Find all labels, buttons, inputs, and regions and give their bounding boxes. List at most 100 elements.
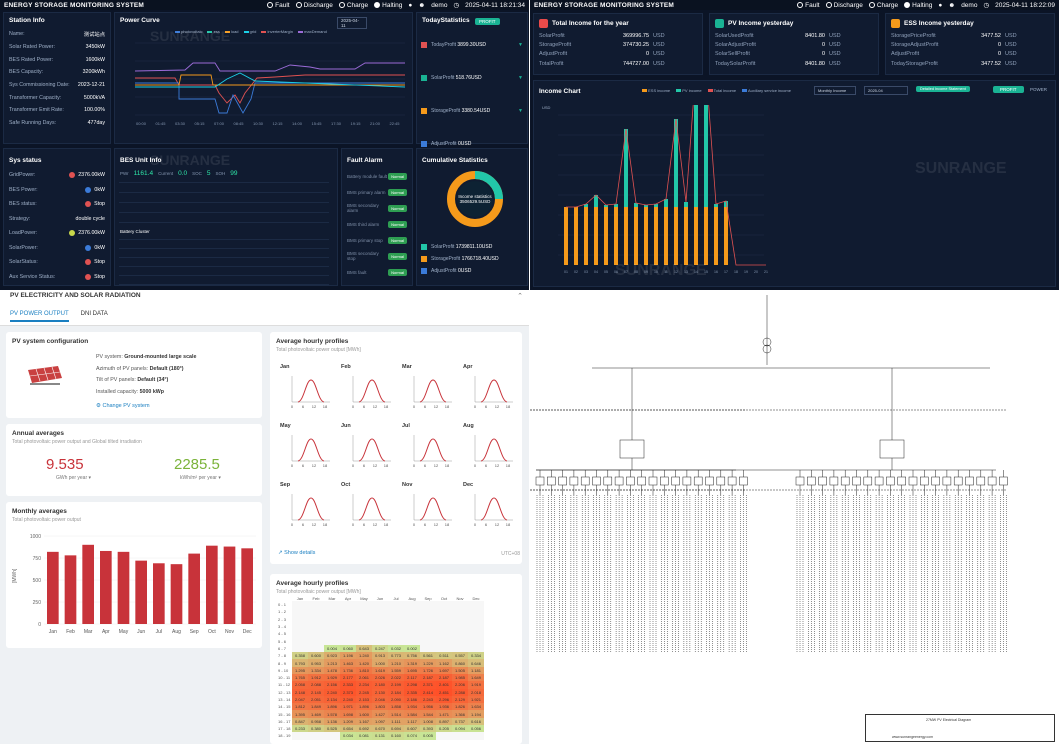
ess-bar — [574, 207, 578, 265]
panel-title: Fault Alarm — [347, 157, 383, 164]
hourly-profile-jun: Jun 0 6 12 18 — [341, 423, 391, 468]
svg-text:0: 0 — [474, 522, 477, 527]
power-button[interactable]: POWER — [1030, 87, 1048, 92]
svg-text:0: 0 — [352, 463, 355, 468]
status-discharge[interactable]: Discharge — [825, 2, 863, 9]
x-tick: 19 — [744, 270, 748, 274]
profit-button[interactable]: PROFIT — [993, 86, 1024, 93]
svg-text:6: 6 — [363, 404, 366, 409]
svg-text:18: 18 — [506, 463, 511, 468]
heatmap-row: 3 - 4 — [278, 622, 484, 631]
stat-icon — [421, 107, 427, 114]
legend-item[interactable]: PV income — [676, 88, 702, 93]
svg-text:12: 12 — [373, 522, 378, 527]
income-icon — [539, 19, 548, 28]
month-bar — [117, 551, 130, 624]
show-details-link[interactable]: ↗ Show details — [278, 550, 316, 556]
heatmap-row: 6 - 7 0.004 0.060 0.643 0.247 0.032 0.002 — [278, 644, 484, 653]
heatmap-row: 14 - 15 1.812 1.849 1.896 1.971 1.896 1.803 1.8… — [278, 703, 484, 711]
status-charge[interactable]: Charge — [338, 2, 368, 9]
legend-item[interactable]: Auxiliary service income — [742, 88, 791, 93]
income-type-select[interactable]: Monthly Income — [814, 86, 856, 95]
top-bar: ENERGY STORAGE MONITORING SYSTEM Fault D… — [530, 0, 1059, 10]
month-bar — [241, 548, 253, 624]
panel-title: BES Unit Info — [120, 157, 162, 164]
month-bar — [170, 564, 183, 624]
svg-text:6: 6 — [485, 404, 488, 409]
heatmap-row: 15 - 16 1.395 1.469 1.578 1.698 1.600 1.427 1.5… — [278, 710, 484, 718]
date-picker[interactable]: 2025-04-11 — [337, 17, 367, 29]
status-halting[interactable]: Halting — [374, 2, 402, 9]
status-halting[interactable]: Halting — [904, 2, 932, 9]
x-tick: 15:45 — [311, 121, 322, 126]
legend-item[interactable]: photovoltaic — [175, 29, 202, 34]
chart-legend: ESS income PV income Total income Auxili… — [642, 88, 791, 93]
month-picker[interactable]: 2025-04 — [864, 86, 908, 95]
x-tick: 01:45 — [155, 121, 166, 126]
series-line — [135, 74, 405, 86]
profit-button[interactable]: PROFIT — [475, 18, 500, 25]
month-bar — [135, 560, 147, 624]
collapse-icon[interactable]: ⌃ — [517, 293, 523, 300]
tab-dni-data[interactable]: DNI DATA — [80, 311, 108, 317]
fault-alarm-row: Battery module fault Normal — [342, 168, 412, 184]
sys-status-row: BES status: Stop — [9, 201, 105, 208]
ess-bar — [724, 207, 728, 265]
svg-text:12: 12 — [495, 463, 500, 468]
tab-pv-power-output[interactable]: PV POWER OUTPUT — [10, 311, 69, 322]
bell-icon[interactable]: ● — [938, 1, 943, 9]
status-fault[interactable]: Fault — [267, 2, 290, 9]
series-line — [134, 62, 405, 72]
x-tick: 03 — [584, 270, 588, 274]
station-info-row: Transformer Emit Rate: 100.00% — [9, 107, 105, 114]
pv-bar — [694, 105, 698, 207]
donut-center: Income statistics 3506529.5USD — [458, 194, 492, 204]
detailed-income-button[interactable]: Detailed Income Statement — [916, 86, 970, 92]
legend-item[interactable]: ESS income — [642, 88, 670, 93]
status-charge[interactable]: Charge — [868, 2, 898, 9]
electrical-diagram: 27MW PV Electrical Diagram www.sunrangee… — [530, 290, 1059, 744]
station-info-panel: Station Info Name: 测试站点 Solar Rated Power:… — [3, 12, 111, 144]
pv-income-card: PV Income yesterday SolarUsedProfit 8401.… — [709, 13, 879, 75]
svg-text:12: 12 — [495, 404, 500, 409]
x-tick: 21 — [764, 270, 768, 274]
change-pv-system-link[interactable]: ⚙ Change PV system — [96, 403, 150, 409]
x-tick: 10:30 — [253, 121, 264, 126]
user-icon[interactable]: ☻ — [418, 1, 426, 9]
bes-unit-panel: BES Unit Info PWr 1161.4 Current 0.0 SOC 5 … — [114, 148, 338, 286]
svg-text:6: 6 — [363, 522, 366, 527]
user-icon[interactable]: ☻ — [948, 1, 956, 9]
monitoring-dashboard-1: ENERGY STORAGE MONITORING SYSTEM Fault D… — [0, 0, 529, 290]
x-tick: 00:00 — [136, 121, 147, 126]
legend-item[interactable]: load — [224, 29, 239, 34]
legend-item[interactable]: Total income — [707, 88, 736, 93]
legend-item[interactable]: ess — [207, 29, 220, 34]
y-tick: 1000 — [30, 534, 41, 540]
svg-text:18: 18 — [323, 463, 328, 468]
x-tick: 21:00 — [370, 121, 381, 126]
status-dot — [85, 201, 92, 208]
svg-text:0: 0 — [474, 404, 477, 409]
status-discharge[interactable]: Discharge — [295, 2, 333, 9]
svg-text:0: 0 — [352, 404, 355, 409]
svg-text:18: 18 — [384, 404, 389, 409]
card-subtitle: Total photovoltaic power output [MWh] — [276, 347, 361, 353]
svg-text:6: 6 — [424, 463, 427, 468]
station-info-row: Transformer Capacity: 5000kVA — [9, 94, 105, 101]
income-row: TodayStorageProfit 3477.52 USD — [891, 60, 1017, 67]
heatmap-row: 0 - 1 — [278, 601, 484, 609]
legend-item[interactable]: grid — [243, 29, 256, 34]
heatmap-row: 5 - 6 — [278, 637, 484, 645]
bes-power-value: 1161.4 — [133, 170, 154, 177]
cumulative-stat-row: StorageProfit 1766718.40USD — [417, 253, 529, 265]
card-title: PV system configuration — [12, 338, 89, 345]
battery-cluster-label: Battery Cluster — [120, 229, 150, 234]
svg-text:12: 12 — [373, 404, 378, 409]
card-title: Average hourly profiles — [276, 338, 349, 345]
legend-item[interactable]: maxDemand — [298, 29, 327, 34]
bell-icon[interactable]: ● — [408, 1, 413, 9]
sys-status-row: LoadPower: 2376.00kW — [9, 230, 105, 237]
annual-irradiation: 2285.5 — [174, 456, 220, 473]
legend-item[interactable]: inverterMargin — [261, 29, 293, 34]
status-fault[interactable]: Fault — [797, 2, 820, 9]
